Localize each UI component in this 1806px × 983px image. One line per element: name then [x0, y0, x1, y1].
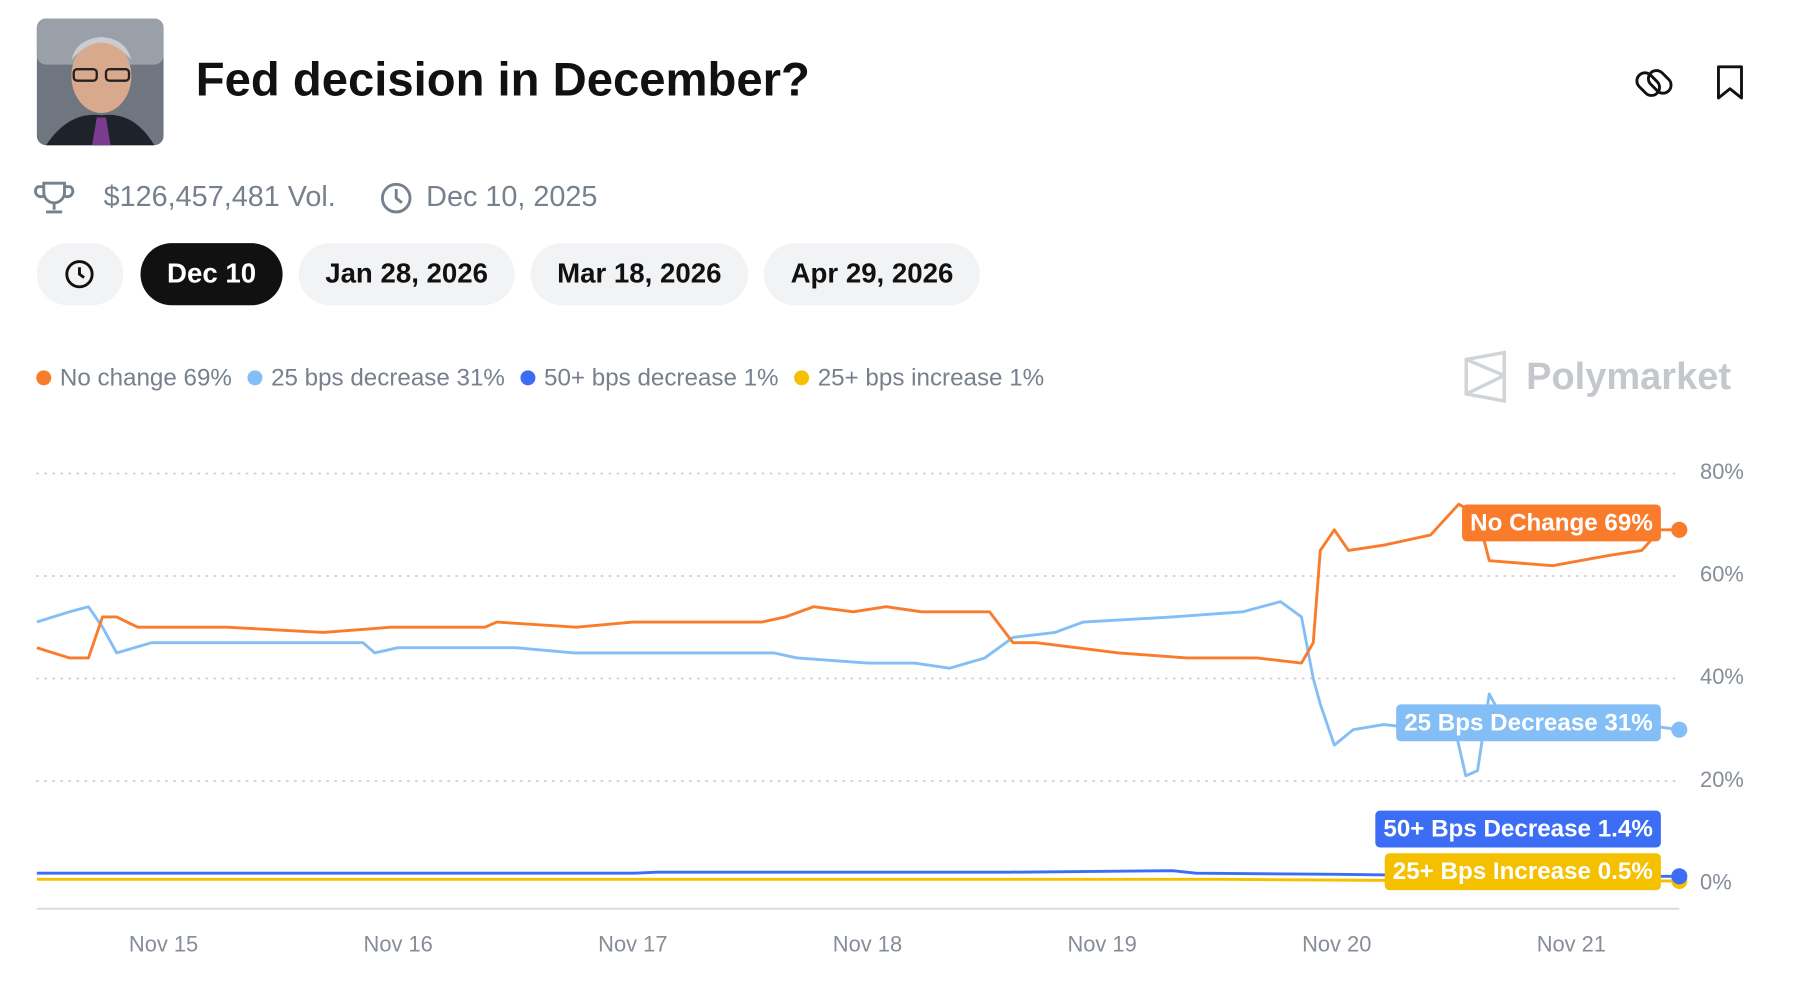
share-link[interactable]	[1634, 67, 1675, 99]
x-tick-label: Nov 15	[129, 931, 198, 956]
tab-bg	[298, 243, 515, 306]
end-label: No Change 69%	[1462, 504, 1661, 542]
end-label-bg	[1396, 704, 1661, 742]
end-label: 50+ Bps Decrease 1.4%	[1375, 810, 1661, 848]
legend-label: No change 69%	[60, 364, 232, 391]
clock-icon	[380, 182, 412, 214]
avatar	[36, 18, 164, 146]
tab-label: Mar 18, 2026	[557, 258, 721, 289]
brand: Polymarket	[1526, 356, 1731, 398]
y-tick-label: 80%	[1700, 459, 1744, 484]
end-label-text: No Change 69%	[1470, 509, 1653, 536]
volume: $126,457,481 Vol.	[104, 181, 336, 213]
end-label-bg	[1384, 853, 1661, 891]
y-tick-label: 0%	[1700, 869, 1732, 894]
end-date: Dec 10, 2025	[426, 181, 597, 213]
end-label-text: 25+ Bps Increase 0.5%	[1393, 858, 1653, 885]
x-tick-label: Nov 17	[598, 931, 667, 956]
legend-label: 25 bps decrease 31%	[271, 364, 505, 391]
tab-bg	[530, 243, 748, 306]
bookmark[interactable]	[1717, 65, 1743, 100]
tab[interactable]: Jan 28, 2026	[298, 243, 515, 306]
x-tick-label: Nov 16	[364, 931, 433, 956]
brand-logo	[1464, 350, 1506, 403]
end-dot	[1671, 868, 1688, 885]
history-button[interactable]	[36, 243, 124, 306]
x-tick-label: Nov 19	[1067, 931, 1136, 956]
end-label-text: 25 Bps Decrease 31%	[1404, 709, 1653, 736]
legend-label: 50+ bps decrease 1%	[544, 364, 779, 391]
x-tick-label: Nov 20	[1302, 931, 1371, 956]
x-tick-label: Nov 21	[1537, 931, 1606, 956]
end-dot	[1671, 521, 1688, 538]
y-tick-label: 40%	[1700, 664, 1744, 689]
tab-label: Dec 10	[167, 258, 256, 289]
end-label-bg	[1375, 810, 1661, 848]
tab[interactable]: Apr 29, 2026	[764, 243, 980, 306]
end-label: 25+ Bps Increase 0.5%	[1384, 853, 1661, 891]
tab-bg	[140, 243, 283, 306]
series-line	[36, 600, 1680, 778]
end-dot	[1671, 721, 1688, 738]
page-title: Fed decision in December?	[196, 53, 810, 106]
y-tick-label: 60%	[1700, 562, 1744, 587]
end-label-bg	[1462, 504, 1661, 542]
x-tick-label: Nov 18	[833, 931, 902, 956]
legend-dot	[794, 370, 810, 386]
legend-dot	[520, 370, 536, 386]
trophy-icon	[34, 181, 75, 214]
series-line	[36, 502, 1680, 665]
tab[interactable]: Mar 18, 2026	[530, 243, 748, 306]
tab-label: Jan 28, 2026	[325, 258, 488, 289]
legend-dot	[36, 370, 52, 386]
end-label-text: 50+ Bps Decrease 1.4%	[1383, 816, 1652, 843]
y-tick-label: 20%	[1700, 767, 1744, 792]
legend-label: 25+ bps increase 1%	[818, 364, 1044, 391]
tab-bg	[764, 243, 980, 306]
end-label: 25 Bps Decrease 31%	[1396, 704, 1661, 742]
tab-label: Apr 29, 2026	[791, 258, 954, 289]
legend-dot	[247, 370, 263, 386]
tab[interactable]: Dec 10	[140, 243, 283, 306]
